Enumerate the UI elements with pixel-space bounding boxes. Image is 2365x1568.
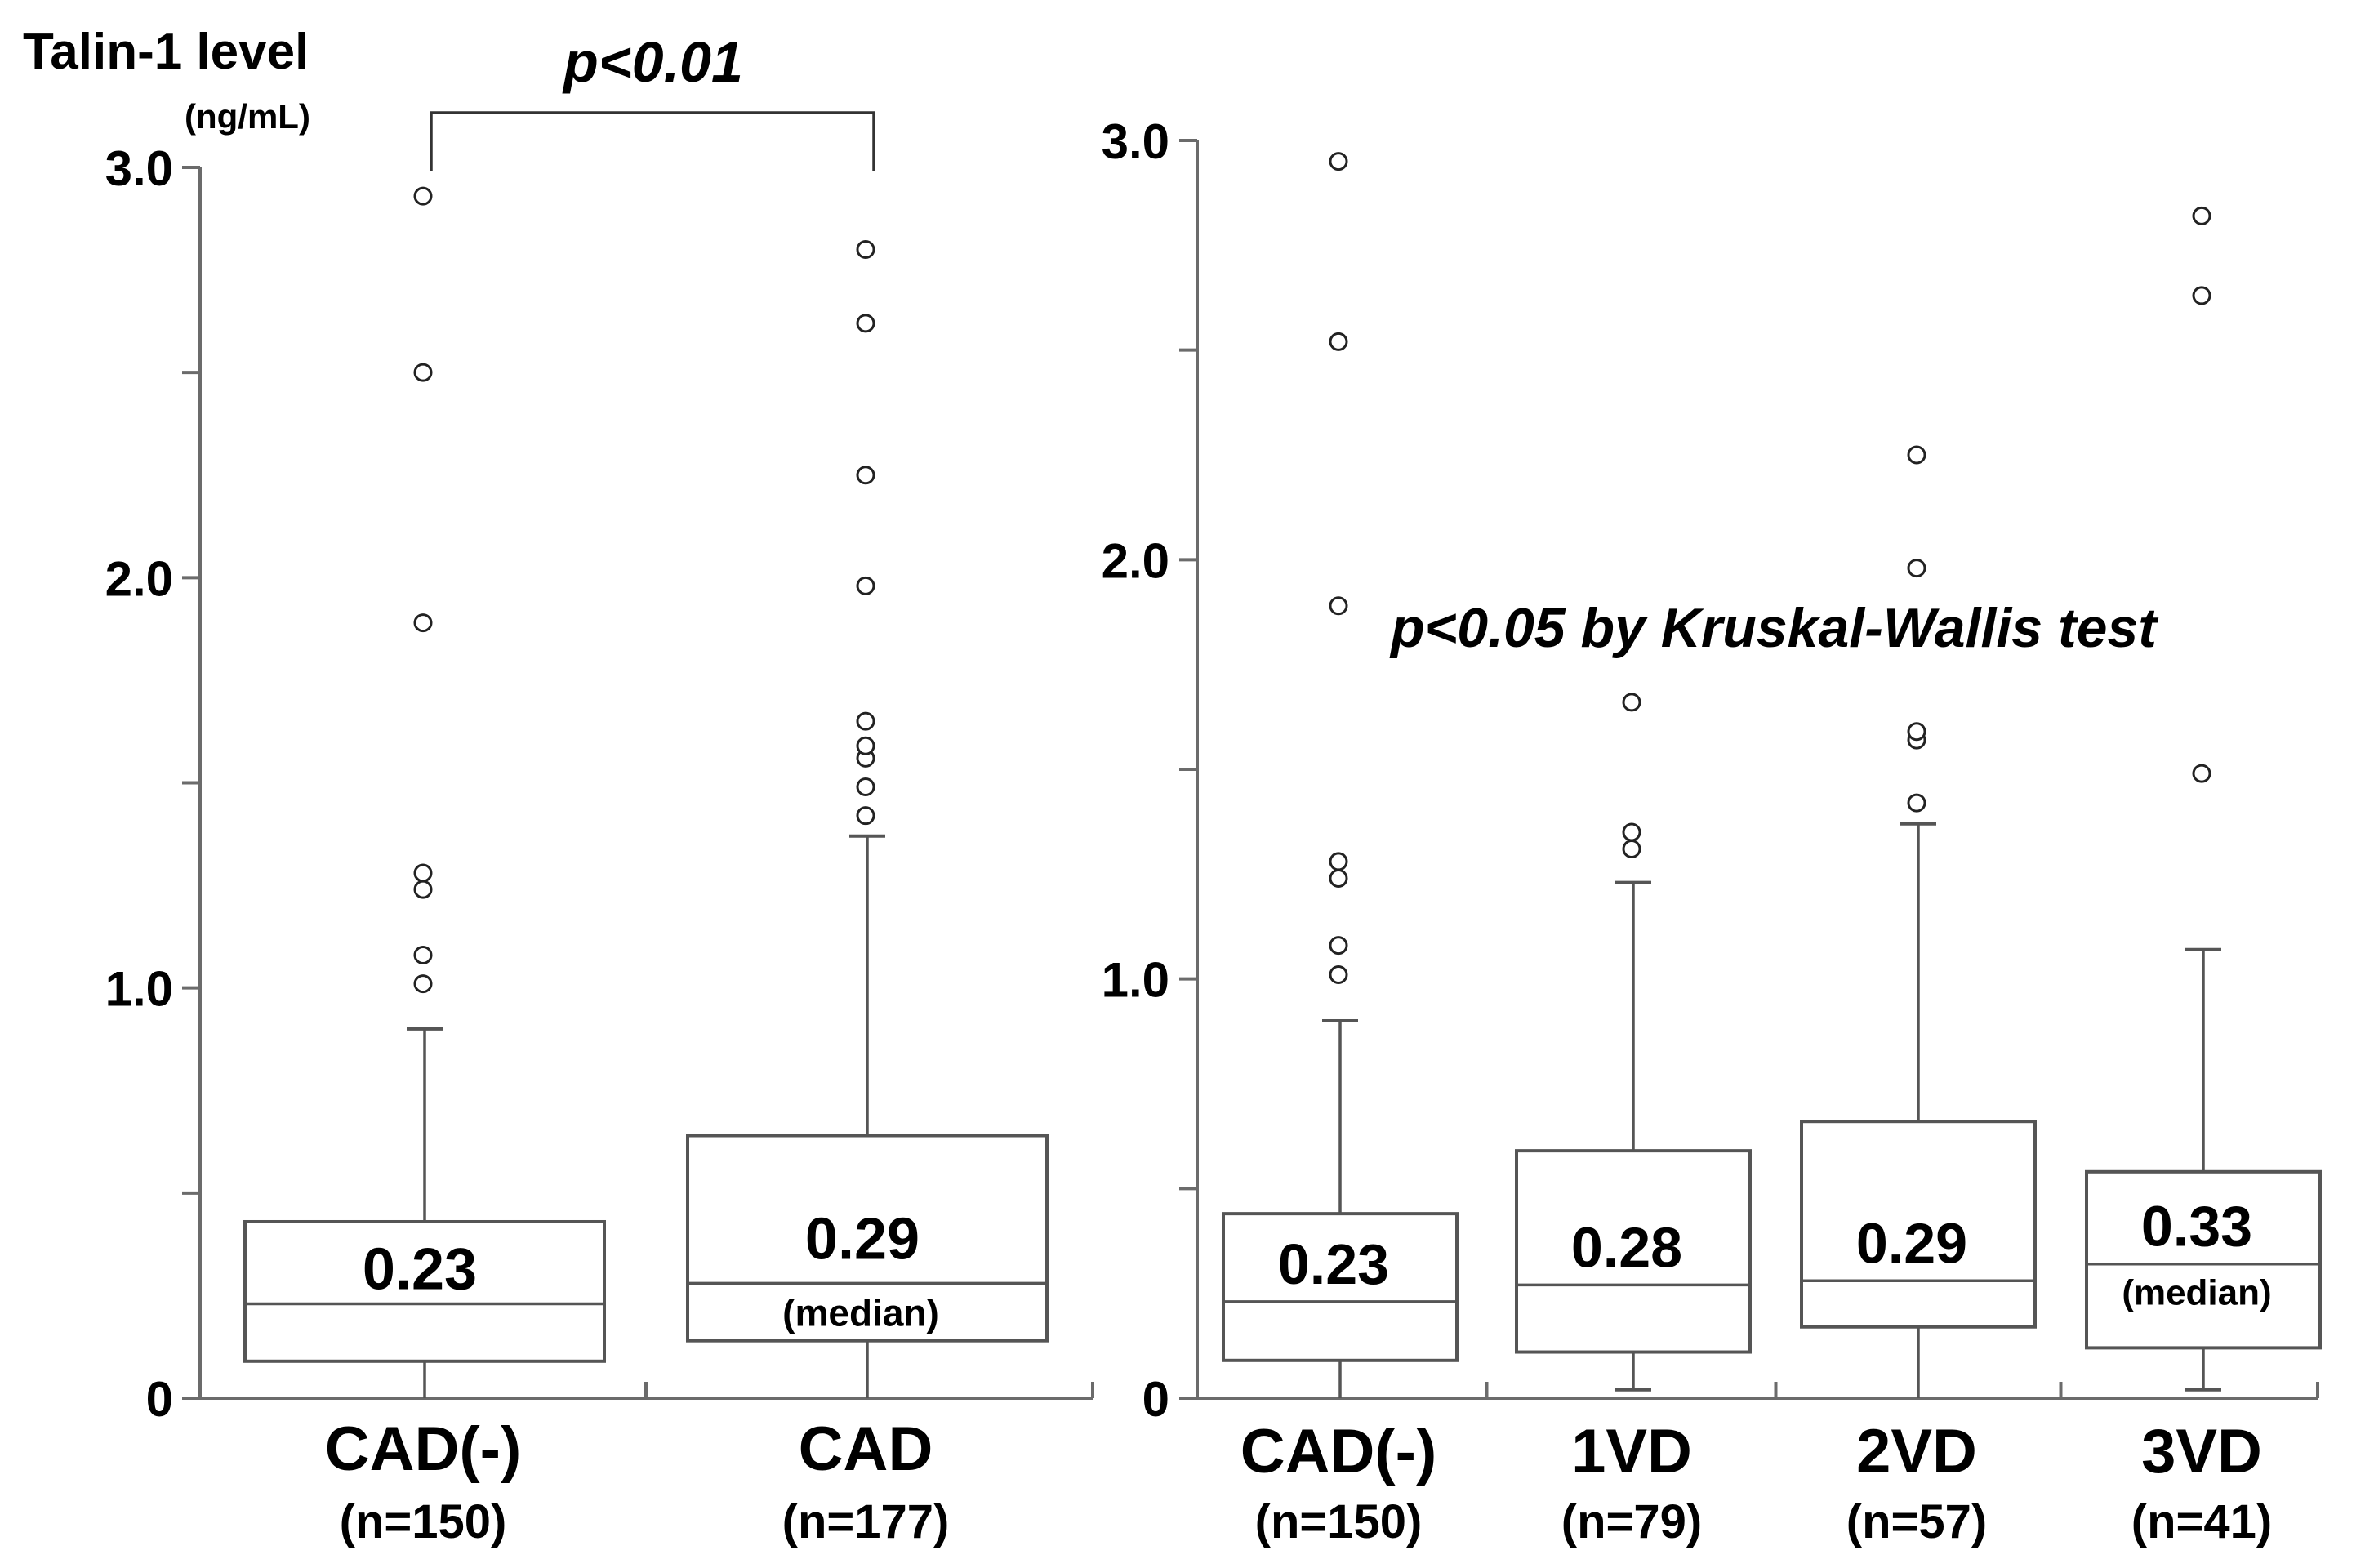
outlier-point [1329,332,1348,351]
y-tick-label: 1.0 [1102,953,1169,1008]
y-axis-unit: (ng/mL) [185,97,310,136]
outlier-point [1329,596,1348,616]
outlier-point [1907,445,1926,465]
y-tick-label: 3.0 [1102,114,1169,169]
outlier-point [1907,559,1926,578]
x-category-n-label: (n=79) [1561,1495,1702,1548]
outlier-point [1622,693,1641,712]
x-category-label: CAD(-) [1240,1417,1437,1486]
outlier-point [856,736,875,755]
box-iqr [1222,1212,1459,1362]
right-boxplot-panel: 0 1.0 2.0 3.0 0.23 CAD(-) (n=150) 0.28 1VD (n=79)… [1102,114,2322,1548]
outlier-point [1329,936,1348,956]
outlier-point [856,466,875,485]
outlier-point [856,576,875,595]
outlier-point [1329,868,1348,888]
left-boxplot-panel: 0 1.0 2.0 3.0 0.23 CAD(-) (n=150) 0.29 (median) C… [105,111,1094,1548]
outlier-point [856,239,875,259]
outlier-point [1622,822,1641,842]
outlier-point [413,974,433,994]
median-value-label: 0.23 [363,1236,477,1302]
outlier-point [2192,286,2211,305]
median-value-label: 0.33 [2141,1195,2252,1258]
outlier-point [413,945,433,964]
outlier-point [856,314,875,333]
median-note-label: (median) [2122,1273,2271,1313]
outlier-point [1622,840,1641,859]
x-category-n-label: (n=150) [340,1495,507,1548]
y-tick-label: 2.0 [105,551,173,606]
outlier-point [1907,722,1926,742]
y-axis-title: Talin-1 level [23,24,309,80]
outlier-point [856,711,875,731]
y-tick-label: 2.0 [1102,533,1169,588]
y-tick-label: 1.0 [105,962,173,1017]
outlier-point [413,186,433,206]
outlier-point [1329,965,1348,985]
median-value-label: 0.28 [1571,1215,1682,1279]
significance-label-right: p<0.05 by Kruskal-Wallis test [1389,597,2158,659]
outlier-point [413,613,433,633]
x-category-n-label: (n=150) [1255,1495,1423,1548]
x-category-n-label: (n=177) [782,1495,950,1548]
outlier-point [2192,206,2211,225]
outlier-point [856,806,875,826]
y-tick-label: 0 [1142,1372,1169,1427]
box-iqr [686,1134,1049,1343]
outlier-point [413,863,433,883]
x-category-n-label: (n=41) [2131,1495,2272,1548]
y-tick-label: 0 [146,1372,173,1427]
outlier-point [856,777,875,797]
median-note-label: (median) [782,1291,939,1334]
box-iqr [2085,1169,2322,1350]
x-category-label: 2VD [1856,1417,1977,1486]
median-value-label: 0.29 [805,1206,920,1272]
median-value-label: 0.23 [1278,1232,1389,1296]
x-category-label: 3VD [2141,1417,2262,1486]
box-iqr [243,1219,606,1363]
outlier-point [2192,764,2211,783]
y-tick-label: 3.0 [105,141,173,196]
x-category-label: CAD [799,1414,933,1484]
significance-label-left: p<0.01 [562,30,743,94]
significance-bracket [430,111,875,172]
outlier-point [413,880,433,899]
outlier-point [1907,793,1926,813]
outlier-point [1329,152,1348,172]
outlier-point [1329,852,1348,871]
x-category-label: 1VD [1571,1417,1692,1486]
median-value-label: 0.29 [1856,1211,1967,1275]
box-iqr [1800,1120,2037,1329]
x-category-label: CAD(-) [325,1414,522,1484]
x-category-n-label: (n=57) [1846,1495,1987,1548]
box-iqr [1515,1149,1752,1354]
outlier-point [413,363,433,382]
